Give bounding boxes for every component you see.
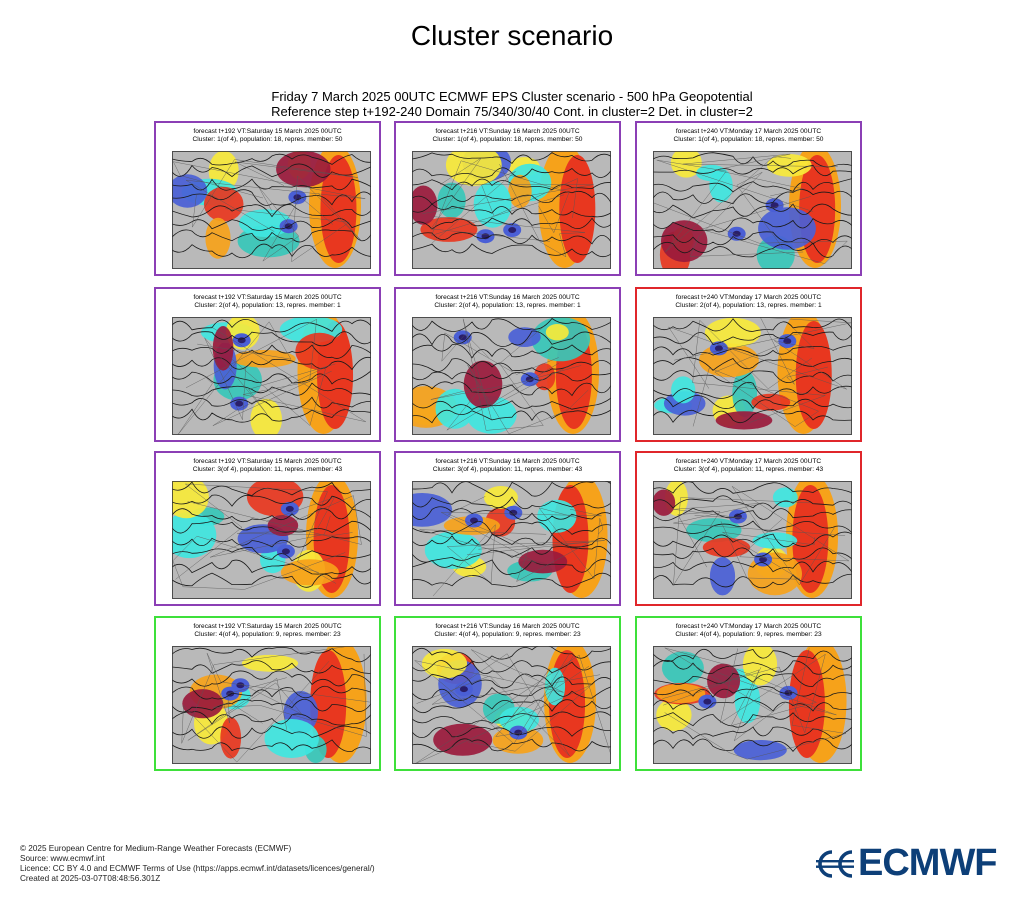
geopotential-map [653, 317, 852, 435]
geopotential-map [412, 481, 611, 599]
page-title: Cluster scenario [410, 20, 614, 51]
panel-forecast-label: forecast t+216 VT:Sunday 16 March 2025 0… [435, 458, 580, 465]
figure-title-line1: Friday 7 March 2025 00UTC ECMWF EPS Clus… [271, 89, 753, 104]
panel-header: forecast t+216 VT:Sunday 16 March 2025 0… [396, 458, 619, 474]
cluster-panel-grid: forecast t+192 VT:Saturday 15 March 2025… [154, 121, 870, 777]
ecmwf-logo: ECMWF [812, 842, 1008, 884]
figure-title: Friday 7 March 2025 00UTC ECMWF EPS Clus… [0, 89, 1024, 119]
panel-cluster-label: Cluster: 2(of 4), population: 13, repres… [675, 302, 822, 309]
panel-header: forecast t+192 VT:Saturday 15 March 2025… [156, 294, 379, 310]
cluster-panel: forecast t+240 VT:Monday 17 March 2025 0… [635, 287, 862, 442]
panel-header: forecast t+240 VT:Monday 17 March 2025 0… [637, 623, 860, 639]
footer-created: Created at 2025-03-07T08:48:56.301Z [20, 874, 161, 883]
panel-header: forecast t+216 VT:Sunday 16 March 2025 0… [396, 294, 619, 310]
panel-forecast-label: forecast t+240 VT:Monday 17 March 2025 0… [675, 458, 822, 465]
geopotential-map [412, 317, 611, 435]
footer-copyright: © 2025 European Centre for Medium-Range … [20, 844, 292, 853]
panel-cluster-label: Cluster: 1(of 4), population: 18, repres… [432, 136, 583, 143]
panel-header: forecast t+192 VT:Saturday 15 March 2025… [156, 458, 379, 474]
panel-cluster-label: Cluster: 4(of 4), population: 9, repres.… [675, 631, 822, 638]
panel-cluster-label: Cluster: 3(of 4), population: 11, repres… [192, 466, 343, 473]
geopotential-map [172, 646, 371, 764]
cluster-panel: forecast t+240 VT:Monday 17 March 2025 0… [635, 121, 862, 276]
panel-forecast-label: forecast t+240 VT:Monday 17 March 2025 0… [675, 128, 822, 135]
panel-forecast-label: forecast t+240 VT:Monday 17 March 2025 0… [675, 294, 822, 301]
footer-licence: Licence: CC BY 4.0 and ECMWF Terms of Us… [20, 864, 375, 873]
geopotential-map [653, 646, 852, 764]
panel-cluster-label: Cluster: 3(of 4), population: 11, repres… [673, 466, 824, 473]
cluster-panel: forecast t+192 VT:Saturday 15 March 2025… [154, 287, 381, 442]
panel-cluster-label: Cluster: 3(of 4), population: 11, repres… [432, 466, 583, 473]
panel-cluster-label: Cluster: 4(of 4), population: 9, repres.… [194, 631, 341, 638]
cluster-panel: forecast t+192 VT:Saturday 15 March 2025… [154, 121, 381, 276]
geopotential-map [653, 481, 852, 599]
panel-forecast-label: forecast t+192 VT:Saturday 15 March 2025… [193, 294, 342, 301]
cluster-panel: forecast t+240 VT:Monday 17 March 2025 0… [635, 616, 862, 771]
panel-cluster-label: Cluster: 1(of 4), population: 18, repres… [192, 136, 343, 143]
panel-forecast-label: forecast t+240 VT:Monday 17 March 2025 0… [675, 623, 822, 630]
ecmwf-logo-text: ECMWF [858, 842, 998, 884]
panel-cluster-label: Cluster: 2(of 4), population: 13, repres… [194, 302, 341, 309]
panel-forecast-label: forecast t+192 VT:Saturday 15 March 2025… [193, 128, 342, 135]
cluster-panel: forecast t+216 VT:Sunday 16 March 2025 0… [394, 616, 621, 771]
footer-source: Source: www.ecmwf.int [20, 854, 105, 863]
figure-title-line2: Reference step t+192-240 Domain 75/340/3… [271, 104, 753, 119]
cluster-panel: forecast t+216 VT:Sunday 16 March 2025 0… [394, 121, 621, 276]
geopotential-map [172, 151, 371, 269]
cluster-panel: forecast t+192 VT:Saturday 15 March 2025… [154, 616, 381, 771]
panel-header: forecast t+192 VT:Saturday 15 March 2025… [156, 128, 379, 144]
panel-forecast-label: forecast t+192 VT:Saturday 15 March 2025… [193, 623, 342, 630]
geopotential-map [653, 151, 852, 269]
ecmwf-logo-icon [816, 850, 854, 878]
footer: © 2025 European Centre for Medium-Range … [20, 844, 375, 884]
panel-header: forecast t+240 VT:Monday 17 March 2025 0… [637, 128, 860, 144]
panel-header: forecast t+240 VT:Monday 17 March 2025 0… [637, 294, 860, 310]
cluster-panel: forecast t+216 VT:Sunday 16 March 2025 0… [394, 451, 621, 606]
panel-header: forecast t+240 VT:Monday 17 March 2025 0… [637, 458, 860, 474]
geopotential-map [172, 317, 371, 435]
panel-header: forecast t+216 VT:Sunday 16 March 2025 0… [396, 623, 619, 639]
panel-forecast-label: forecast t+216 VT:Sunday 16 March 2025 0… [435, 294, 580, 301]
panel-forecast-label: forecast t+192 VT:Saturday 15 March 2025… [193, 458, 342, 465]
geopotential-map [412, 646, 611, 764]
panel-forecast-label: forecast t+216 VT:Sunday 16 March 2025 0… [435, 623, 580, 630]
cluster-panel: forecast t+192 VT:Saturday 15 March 2025… [154, 451, 381, 606]
geopotential-map [412, 151, 611, 269]
panel-header: forecast t+216 VT:Sunday 16 March 2025 0… [396, 128, 619, 144]
panel-cluster-label: Cluster: 1(of 4), population: 18, repres… [673, 136, 824, 143]
cluster-panel: forecast t+240 VT:Monday 17 March 2025 0… [635, 451, 862, 606]
geopotential-map [172, 481, 371, 599]
cluster-panel: forecast t+216 VT:Sunday 16 March 2025 0… [394, 287, 621, 442]
panel-forecast-label: forecast t+216 VT:Sunday 16 March 2025 0… [435, 128, 580, 135]
panel-cluster-label: Cluster: 4(of 4), population: 9, repres.… [434, 631, 581, 638]
panel-header: forecast t+192 VT:Saturday 15 March 2025… [156, 623, 379, 639]
panel-cluster-label: Cluster: 2(of 4), population: 13, repres… [434, 302, 581, 309]
